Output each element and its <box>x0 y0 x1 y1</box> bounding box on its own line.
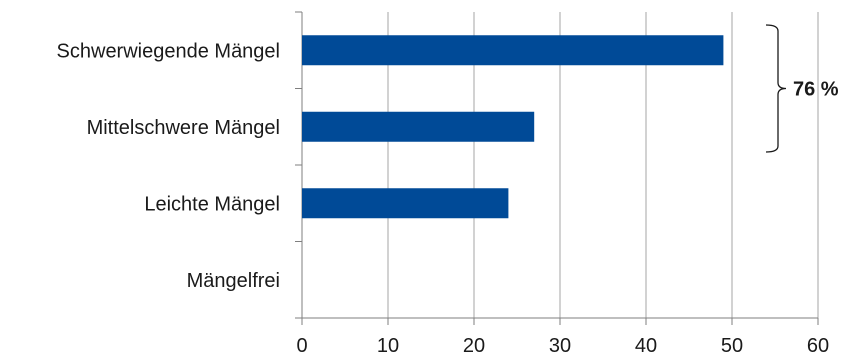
x-tick-label: 20 <box>463 335 485 357</box>
category-labels: Schwerwiegende Mängel Mittelschwere Mänge… <box>57 40 280 292</box>
category-label: Mittelschwere Mängel <box>87 117 280 139</box>
x-tick-label: 40 <box>635 335 657 357</box>
category-label: Leichte Mängel <box>144 193 280 215</box>
bars <box>302 35 724 219</box>
bar-1 <box>302 111 535 142</box>
x-tick-label: 30 <box>549 335 571 357</box>
x-tick-label: 60 <box>807 335 829 357</box>
category-label: Mängelfrei <box>187 270 280 292</box>
bracket <box>765 24 787 153</box>
category-label: Schwerwiegende Mängel <box>57 40 280 62</box>
annotation-label: 76 % <box>793 79 839 101</box>
x-tick-label: 50 <box>721 335 743 357</box>
x-tick-label: 10 <box>377 335 399 357</box>
bar-2 <box>302 188 509 219</box>
bracket-annotation: 76 % <box>765 24 839 153</box>
bar-0 <box>302 35 724 66</box>
tick-labels: 0 10 20 30 40 50 60 <box>296 335 829 357</box>
x-tick-label: 0 <box>296 335 307 357</box>
